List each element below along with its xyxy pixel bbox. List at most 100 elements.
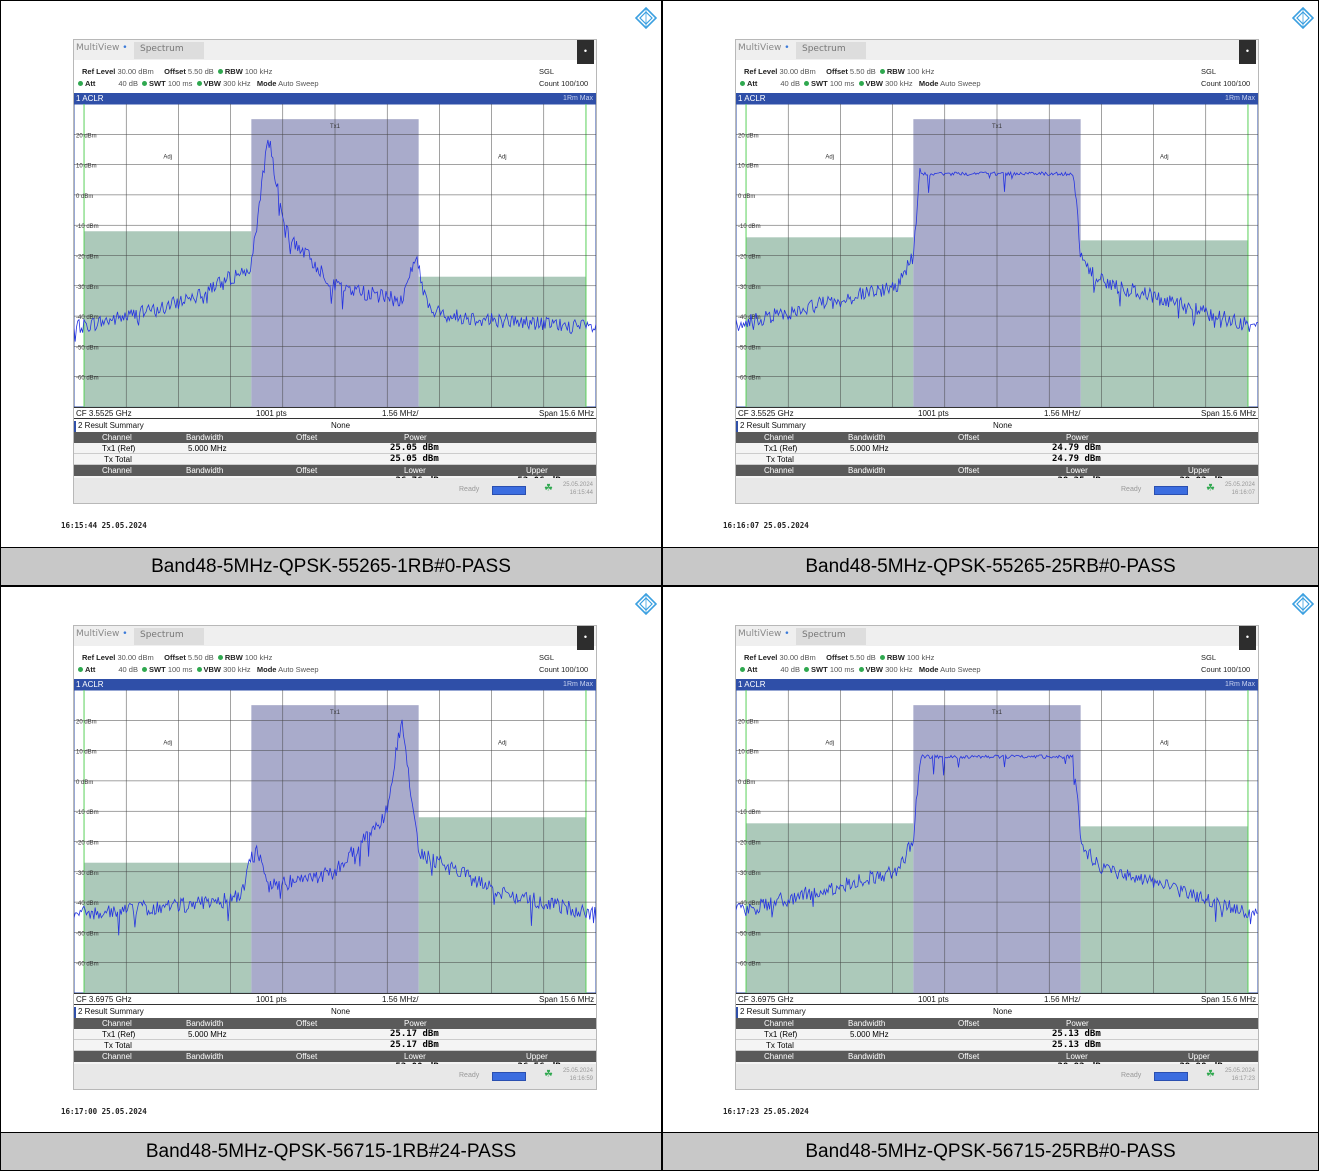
row-tx1: Tx1 (Ref) bbox=[764, 444, 798, 453]
lower-adj-label: Adj bbox=[163, 741, 172, 747]
ref-level-label: Ref Level bbox=[744, 653, 778, 662]
span-value: Span 15.6 MHz bbox=[1201, 995, 1257, 1004]
aclr-plot: 20 dBm 10 dBm 0 dBm -10 dBm -20 dBm -30 dBm -4… bbox=[736, 104, 1258, 407]
col-bandwidth: Bandwidth bbox=[186, 1052, 224, 1061]
y-tick-label: -40 dBm bbox=[76, 315, 99, 321]
menu-icon[interactable]: • bbox=[577, 40, 594, 64]
result-summary-none: None bbox=[331, 421, 351, 430]
offset-label: Offset bbox=[826, 67, 848, 76]
att-label: Att bbox=[747, 665, 758, 674]
menu-icon[interactable]: • bbox=[1239, 40, 1256, 64]
vbw-label: VBW bbox=[865, 665, 884, 674]
network-icon: ☘ bbox=[1206, 483, 1215, 494]
tab-spectrum[interactable]: Spectrum bbox=[134, 42, 204, 59]
status-dot-icon bbox=[858, 667, 864, 672]
swt-label: SWT bbox=[811, 665, 828, 674]
lower-adj-label: Adj bbox=[825, 741, 834, 747]
tab-spectrum[interactable]: Spectrum bbox=[796, 628, 866, 645]
y-tick-label: 20 dBm bbox=[738, 719, 759, 725]
offset-value: 5.50 dB bbox=[849, 67, 876, 76]
swt-value: 100 ms bbox=[167, 79, 193, 88]
y-tick-label: 0 dBm bbox=[738, 780, 755, 786]
y-tick-label: -30 dBm bbox=[76, 285, 99, 291]
menu-icon[interactable]: • bbox=[1239, 626, 1256, 650]
brand-logo-icon bbox=[634, 592, 658, 616]
result-table-row: Tx1 (Ref) 5.000 MHz 25.13 dBm bbox=[736, 1029, 1258, 1040]
status-dot-icon bbox=[217, 655, 223, 660]
status-bar: Ready ☘ 25.05.2024 16:16:59 bbox=[74, 1064, 596, 1089]
network-icon: ☘ bbox=[544, 483, 553, 494]
col-bandwidth: Bandwidth bbox=[186, 466, 224, 475]
progress-bar bbox=[492, 486, 526, 495]
ready-status: Ready bbox=[459, 1072, 480, 1079]
settings-line-2: Att 40 dB SWT 100 ms VBW 300 kHz Mode Au… bbox=[738, 79, 981, 88]
panel-caption: Band48-5MHz-QPSK-56715-1RB#24-PASS bbox=[0, 1132, 662, 1171]
panel-caption: Band48-5MHz-QPSK-55265-25RB#0-PASS bbox=[662, 547, 1319, 586]
result-table-row: Tx1 (Ref) 5.000 MHz 24.79 dBm bbox=[736, 443, 1258, 454]
capture-timestamp: 16:15:44 25.05.2024 bbox=[61, 521, 147, 530]
status-datetime: 25.05.2024 16:16:07 bbox=[1219, 481, 1255, 497]
rbw-label: RBW bbox=[886, 653, 905, 662]
mode-label: Mode bbox=[256, 79, 277, 88]
tab-multiview-label: MultiView bbox=[738, 629, 782, 639]
tab-multiview[interactable]: MultiView • bbox=[76, 43, 128, 53]
settings-line-1: Ref Level 30.00 dBm Offset 5.50 dB RBW 1… bbox=[744, 67, 934, 76]
tab-multiview-label: MultiView bbox=[76, 43, 120, 53]
brand-logo-icon bbox=[634, 6, 658, 30]
row-tx-total: Tx Total bbox=[104, 1041, 132, 1050]
network-icon: ☘ bbox=[544, 1069, 553, 1080]
status-dot-icon bbox=[196, 667, 202, 672]
col-channel: Channel bbox=[764, 1019, 794, 1028]
tab-multiview[interactable]: MultiView • bbox=[738, 43, 790, 53]
col-power: Power bbox=[404, 1019, 427, 1028]
status-datetime: 25.05.2024 16:17:23 bbox=[1219, 1067, 1255, 1083]
rbw-value: 100 kHz bbox=[906, 67, 935, 76]
status-time: 16:15:44 bbox=[569, 490, 593, 496]
tab-bar: MultiView • Spectrum • bbox=[74, 40, 596, 64]
result-summary-title: 2 Result Summary bbox=[740, 421, 806, 430]
sweep-count: Count 100/100 bbox=[539, 665, 589, 674]
report-cell: MultiView • Spectrum • Ref Level 30.00 dBm … bbox=[0, 586, 662, 1133]
plot-footer: CF 3.5525 GHz 1001 pts 1.56 MHz/Span 15.6 … bbox=[74, 407, 596, 419]
div-per-mhz: 1.56 MHz/ bbox=[382, 995, 419, 1004]
points-count: 1001 pts bbox=[256, 409, 287, 418]
col-channel: Channel bbox=[102, 1019, 132, 1028]
tab-bar: MultiView • Spectrum • bbox=[736, 40, 1258, 64]
analyzer-screenshot: MultiView • Spectrum • Ref Level 30.00 dBm … bbox=[735, 625, 1259, 1090]
progress-bar bbox=[1154, 486, 1188, 495]
mode-value: Auto Sweep bbox=[278, 665, 319, 674]
status-bar: Ready ☘ 25.05.2024 16:16:07 bbox=[736, 478, 1258, 503]
plot-footer: CF 3.6975 GHz 1001 pts 1.56 MHz/Span 15.6 … bbox=[736, 993, 1258, 1005]
col-offset: Offset bbox=[958, 1052, 980, 1061]
spectrum-trace bbox=[74, 139, 596, 342]
sgl-indicator: SGL bbox=[539, 67, 555, 76]
result-summary-header: 2 Result Summary None bbox=[74, 1007, 596, 1018]
y-tick-label: -40 dBm bbox=[76, 901, 99, 907]
tab-multiview[interactable]: MultiView • bbox=[76, 629, 128, 639]
y-tick-label: -10 dBm bbox=[76, 810, 99, 816]
settings-line-2: Att 40 dB SWT 100 ms VBW 300 kHz Mode Au… bbox=[76, 665, 319, 674]
analyzer-screenshot: MultiView • Spectrum • Ref Level 30.00 dBm … bbox=[735, 39, 1259, 504]
tab-multiview[interactable]: MultiView • bbox=[738, 629, 790, 639]
col-lower: Lower bbox=[404, 1052, 426, 1061]
settings-line-1: Ref Level 30.00 dBm Offset 5.50 dB RBW 1… bbox=[82, 653, 272, 662]
status-dot-icon bbox=[804, 667, 810, 672]
offset-value: 5.50 dB bbox=[187, 653, 214, 662]
col-bandwidth: Bandwidth bbox=[848, 433, 886, 442]
vbw-label: VBW bbox=[865, 79, 884, 88]
ref-level-label: Ref Level bbox=[744, 67, 778, 76]
rbw-value: 100 kHz bbox=[244, 67, 273, 76]
aclr-plot: 20 dBm 10 dBm 0 dBm -10 dBm -20 dBm -30 dBm -4… bbox=[736, 690, 1258, 993]
window-title: 1 ACLR bbox=[738, 680, 766, 689]
y-tick-label: -20 dBm bbox=[76, 255, 99, 261]
trace-label: 1Rm Max bbox=[563, 681, 593, 688]
tab-spectrum[interactable]: Spectrum bbox=[796, 42, 866, 59]
center-frequency: CF 3.5525 GHz bbox=[738, 409, 794, 418]
status-time: 16:16:07 bbox=[1231, 490, 1255, 496]
col-bandwidth: Bandwidth bbox=[186, 1019, 224, 1028]
upper-adj-label: Adj bbox=[1160, 741, 1169, 747]
menu-icon[interactable]: • bbox=[577, 626, 594, 650]
y-tick-label: -60 dBm bbox=[738, 376, 761, 382]
sweep-count: Count 100/100 bbox=[539, 79, 589, 88]
tab-spectrum[interactable]: Spectrum bbox=[134, 628, 204, 645]
